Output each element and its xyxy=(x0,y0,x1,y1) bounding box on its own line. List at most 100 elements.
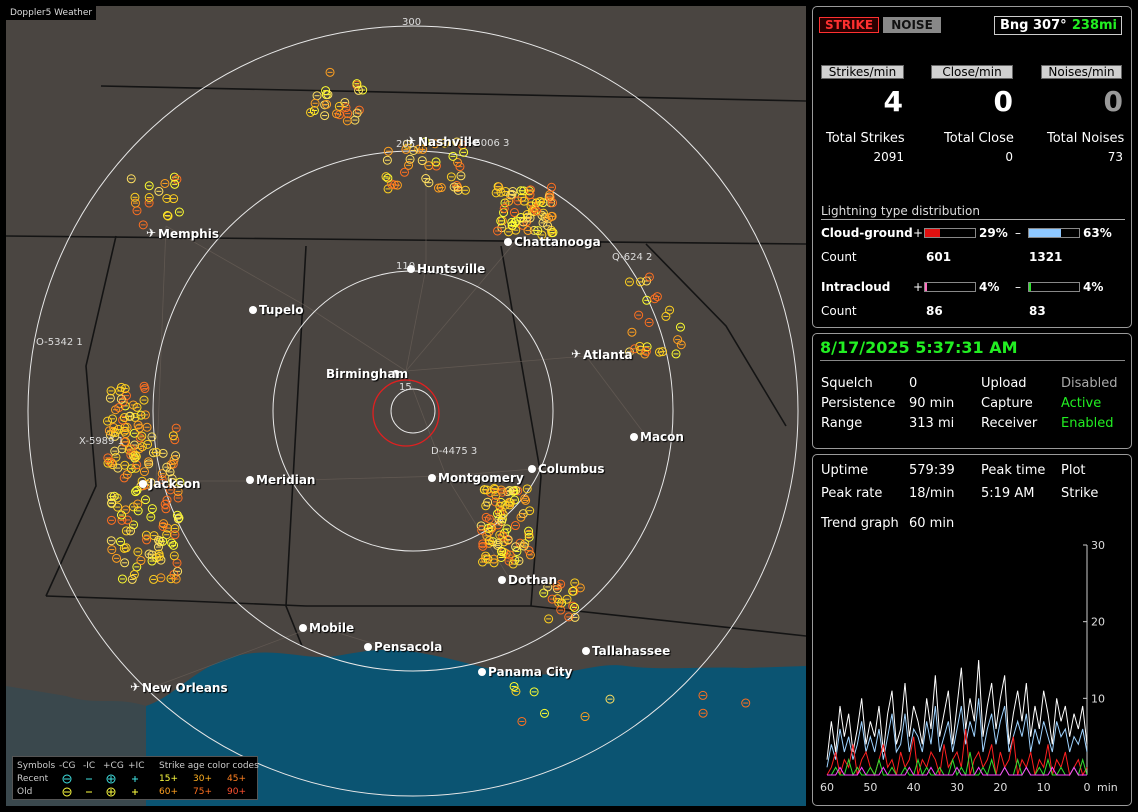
strike-marker xyxy=(499,203,509,213)
city-label: Birmingham xyxy=(326,367,409,381)
strike-marker xyxy=(624,277,634,287)
strike-marker xyxy=(341,103,351,113)
noise-button[interactable]: NOISE xyxy=(883,17,941,33)
strike-marker xyxy=(163,211,173,221)
strike-marker xyxy=(174,207,184,217)
strike-marker xyxy=(424,178,434,188)
strike-marker xyxy=(575,583,585,593)
strike-marker xyxy=(522,484,532,494)
city-label: Panama City xyxy=(488,665,573,679)
strike-marker xyxy=(332,109,342,119)
trend-x-tick-label: 20 xyxy=(993,781,1007,794)
ic-neg-fill xyxy=(1029,283,1031,291)
trend-graph-value: 60 min xyxy=(909,516,955,531)
strike-marker xyxy=(169,194,179,204)
city-label: Memphis xyxy=(158,227,219,241)
strike-marker xyxy=(498,509,508,519)
strike-marker xyxy=(654,347,664,357)
map-canvas[interactable] xyxy=(6,6,806,806)
strike-marker xyxy=(122,469,132,479)
strike-marker xyxy=(535,197,545,207)
legend-col: +CG xyxy=(103,761,124,771)
legend-age: 75+ xyxy=(193,787,212,797)
strike-marker xyxy=(495,530,505,540)
strike-marker xyxy=(110,405,120,415)
strike-marker xyxy=(146,512,156,522)
city-dot xyxy=(139,480,147,488)
strike-marker xyxy=(342,116,352,126)
strike-marker xyxy=(478,541,488,551)
ic-pos-count: 86 xyxy=(926,304,943,318)
strike-button[interactable]: STRIKE xyxy=(819,17,879,33)
strike-marker xyxy=(504,196,514,206)
strike-marker xyxy=(126,174,136,184)
strike-marker xyxy=(519,541,529,551)
strike-marker xyxy=(143,439,153,449)
strike-marker xyxy=(166,460,176,470)
city-dot xyxy=(630,433,638,441)
strike-marker xyxy=(169,551,179,561)
strike-marker xyxy=(140,495,150,505)
strike-marker xyxy=(417,156,427,166)
strike-marker xyxy=(516,213,526,223)
strike-marker xyxy=(119,426,129,436)
strike-marker xyxy=(538,218,548,228)
count-label: Count xyxy=(821,304,857,318)
strike-marker xyxy=(580,712,590,722)
city-dot xyxy=(504,238,512,246)
total-strikes: 2091 xyxy=(873,150,904,164)
strike-marker xyxy=(381,172,391,182)
count-label: Count xyxy=(821,250,857,264)
gulf-water xyxy=(146,649,806,806)
strike-marker xyxy=(650,294,660,304)
squelch-value: 0 xyxy=(909,376,918,391)
sensor-label: Q-624 2 xyxy=(612,252,653,263)
strike-marker xyxy=(154,535,164,545)
city-dot xyxy=(299,624,307,632)
city-label: Nashville xyxy=(418,135,481,149)
strike-marker xyxy=(673,335,683,345)
strike-marker xyxy=(497,487,507,497)
strike-marker xyxy=(436,183,446,193)
noises-per-min-header[interactable]: Noises/min xyxy=(1041,65,1122,79)
strike-marker xyxy=(675,322,685,332)
uptime-label: Uptime xyxy=(821,463,869,478)
strike-marker xyxy=(510,521,520,531)
trend-panel: Uptime 579:39 Peak time Plot Peak rate 1… xyxy=(812,454,1132,806)
strike-marker xyxy=(147,556,157,566)
strike-marker xyxy=(149,574,159,584)
strike-marker xyxy=(524,529,534,539)
strike-marker xyxy=(510,495,520,505)
strike-marker xyxy=(641,346,651,356)
plot-value[interactable]: Strike xyxy=(1061,486,1099,501)
legend-age: 90+ xyxy=(227,787,246,797)
status-panel: 8/17/2025 5:37:31 AM Squelch 0 Upload Di… xyxy=(812,333,1132,449)
strike-marker xyxy=(508,559,518,569)
strike-marker xyxy=(320,111,330,121)
strike-marker xyxy=(110,427,120,437)
strike-marker xyxy=(627,327,637,337)
strike-marker xyxy=(514,556,524,566)
strike-marker xyxy=(383,146,393,156)
strike-marker xyxy=(483,497,493,507)
strike-marker xyxy=(630,344,640,354)
strike-marker xyxy=(570,602,580,612)
strike-marker xyxy=(452,181,462,191)
strike-marker xyxy=(170,524,180,534)
city-label: Tallahassee xyxy=(592,644,671,658)
cg-neg-count: 1321 xyxy=(1029,250,1063,264)
strike-marker xyxy=(147,432,157,442)
strike-marker xyxy=(484,536,494,546)
strike-marker xyxy=(132,402,142,412)
strike-marker xyxy=(105,393,115,403)
strike-marker xyxy=(496,187,506,197)
strike-marker xyxy=(139,467,149,477)
bearing-value: Bng 307° xyxy=(1000,18,1067,33)
strike-marker xyxy=(126,444,136,454)
close-per-min-header[interactable]: Close/min xyxy=(931,65,1013,79)
lightning-map[interactable]: Doppler5 Weather 300 205 110 15 ✈ Nashvil… xyxy=(6,6,806,806)
city-label: Chattanooga xyxy=(514,235,601,249)
strike-marker xyxy=(477,525,487,535)
strikes-per-min-header[interactable]: Strikes/min xyxy=(821,65,904,79)
cg-neg-bar xyxy=(1028,228,1080,238)
